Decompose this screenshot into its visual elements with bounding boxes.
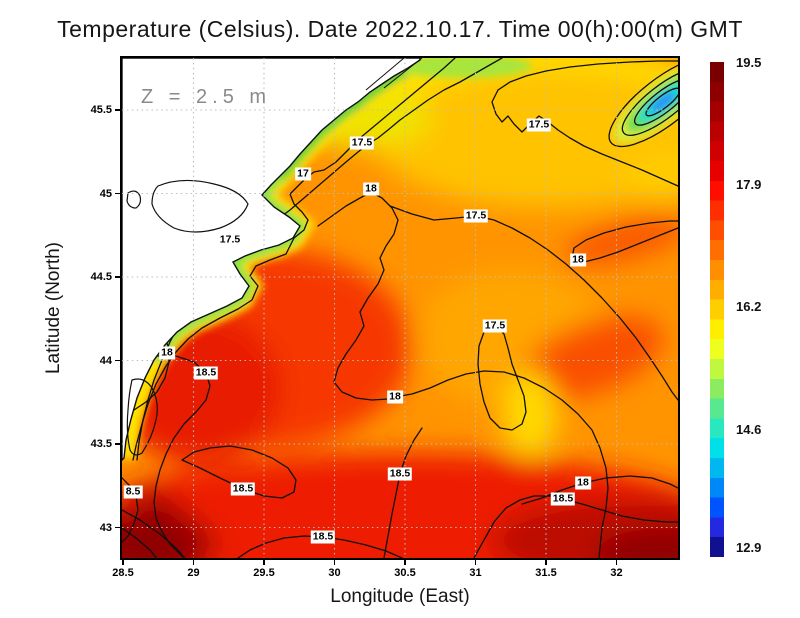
lagoon-outline <box>151 179 249 233</box>
y-tick-label: 44.5 <box>90 271 112 283</box>
y-axis-label: Latitude (North) <box>43 241 64 375</box>
contour-label: 8.5 <box>123 485 143 499</box>
contour-label: 17.5 <box>526 118 552 132</box>
colorbar-tick-label: 19.5 <box>736 55 762 70</box>
x-tick-mark <box>474 558 477 565</box>
contour-label: 18 <box>570 253 586 267</box>
colorbar-tick-label: 12.9 <box>736 540 762 555</box>
landmass <box>122 58 421 461</box>
x-tick-label: 29.5 <box>253 567 275 579</box>
plot-frame <box>120 56 680 560</box>
x-tick-mark <box>404 558 406 565</box>
contour-19 <box>122 527 158 558</box>
colorbar <box>710 62 724 557</box>
contour-label: 18 <box>387 390 403 404</box>
colorbar-tick-label: 14.6 <box>736 422 762 437</box>
y-tick-mark <box>115 526 122 529</box>
contour-18 <box>571 220 678 263</box>
x-tick-label: 31.5 <box>535 567 557 579</box>
x-tick-label: 30.5 <box>394 567 416 579</box>
y-tick-label: 43.5 <box>90 438 112 450</box>
x-tick-mark <box>615 558 618 565</box>
contour-label: 18.5 <box>550 492 576 506</box>
lagoon-outline <box>126 190 142 209</box>
x-tick-label: 28.5 <box>112 567 134 579</box>
y-tick-label: 45.5 <box>90 104 112 116</box>
depth-annotation: Z = 2.5 m <box>141 86 272 108</box>
contour-label: 17.5 <box>349 136 375 150</box>
contour-label: 17.5 <box>217 233 243 247</box>
contour-17p5 <box>491 60 678 187</box>
contour-18p5 <box>181 445 297 499</box>
page-title: Temperature (Celsius). Date 2022.10.17. … <box>57 16 743 42</box>
contour-18 <box>317 191 609 558</box>
y-tick-mark <box>115 359 122 362</box>
y-tick-mark <box>115 276 122 278</box>
contour-label: 18.5 <box>230 482 256 496</box>
y-tick-mark <box>115 109 122 111</box>
delta-channel <box>383 58 423 89</box>
temperature-field <box>122 58 678 558</box>
x-tick-label: 32 <box>610 567 623 579</box>
delta-channel <box>365 58 405 91</box>
contour-17p5 <box>477 323 527 431</box>
contour-label: 17 <box>295 167 311 181</box>
contour-label: 18 <box>363 182 379 196</box>
y-tick-mark <box>115 443 122 445</box>
contour-19 <box>122 509 186 558</box>
contour-label: 18 <box>575 476 591 490</box>
contour-label: 18.5 <box>387 467 413 481</box>
y-tick-label: 45 <box>99 187 112 200</box>
x-tick-mark <box>263 558 265 565</box>
contour-label: 18 <box>159 346 175 360</box>
x-tick-mark <box>545 558 547 565</box>
contour-18p5 <box>383 427 423 558</box>
x-tick-mark <box>122 558 124 565</box>
grid-lines <box>122 58 678 558</box>
contour-18p5 <box>122 355 211 558</box>
contour-18 <box>521 475 678 505</box>
land <box>122 58 423 461</box>
cold-eddy-rings <box>608 58 678 148</box>
contour-label: 17.5 <box>463 209 489 223</box>
contour-label: 18.5 <box>193 366 219 380</box>
x-axis-label: Longitude (East) <box>330 586 470 607</box>
x-tick-mark <box>333 558 336 565</box>
colorbar-tick-label: 17.9 <box>736 177 762 192</box>
colorbar-tick-label: 16.2 <box>736 299 762 314</box>
lagoon-outline <box>126 378 158 456</box>
x-tick-label: 30 <box>328 567 341 579</box>
y-tick-label: 43 <box>99 521 112 534</box>
map-plot <box>122 58 678 558</box>
y-tick-label: 44 <box>99 354 112 367</box>
y-tick-mark <box>115 192 122 195</box>
cold-eddy <box>614 61 678 143</box>
x-tick-label: 29 <box>187 567 200 579</box>
x-tick-label: 31 <box>469 567 482 579</box>
x-tick-mark <box>192 558 195 565</box>
contour-17 <box>132 58 456 461</box>
contour-label: 17.5 <box>482 319 508 333</box>
contour-label: 18.5 <box>310 530 336 544</box>
